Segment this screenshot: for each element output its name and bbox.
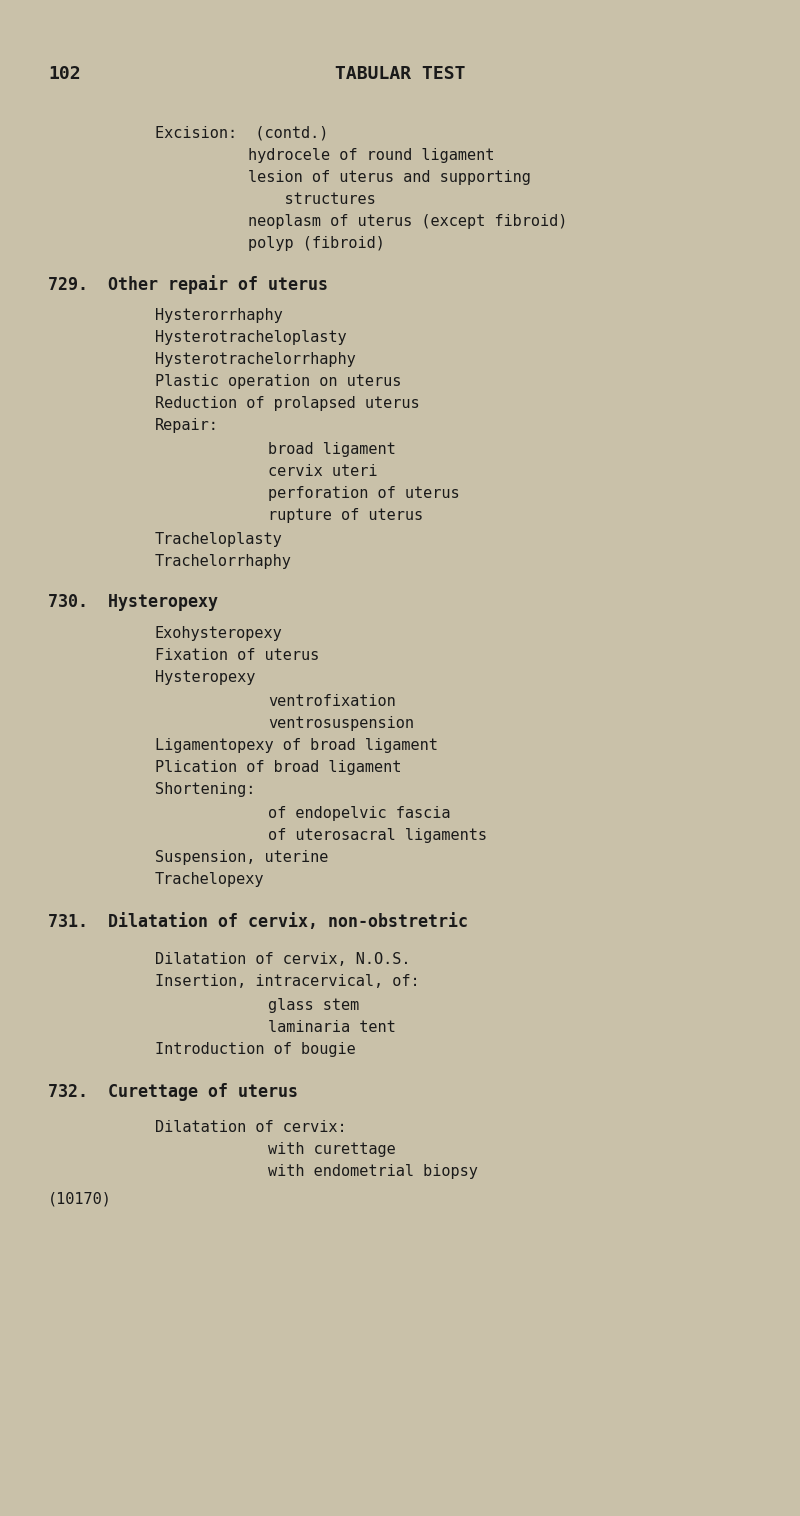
Text: 732.  Curettage of uterus: 732. Curettage of uterus <box>48 1082 298 1101</box>
Text: cervix uteri: cervix uteri <box>268 464 378 479</box>
Text: Trachelopexy: Trachelopexy <box>155 872 265 887</box>
Text: ventrofixation: ventrofixation <box>268 694 396 709</box>
Text: Hysterorrhaphy: Hysterorrhaphy <box>155 308 282 323</box>
Text: Plastic operation on uterus: Plastic operation on uterus <box>155 374 402 390</box>
Text: lesion of uterus and supporting: lesion of uterus and supporting <box>248 170 531 185</box>
Text: Introduction of bougie: Introduction of bougie <box>155 1041 356 1057</box>
Text: 102: 102 <box>48 65 81 83</box>
Text: structures: structures <box>248 193 376 208</box>
Text: Reduction of prolapsed uterus: Reduction of prolapsed uterus <box>155 396 420 411</box>
Text: Excision:  (contd.): Excision: (contd.) <box>155 124 328 139</box>
Text: Trachelorrhaphy: Trachelorrhaphy <box>155 553 292 568</box>
Text: Shortening:: Shortening: <box>155 782 255 797</box>
Text: ventrosuspension: ventrosuspension <box>268 716 414 731</box>
Text: Exohysteropexy: Exohysteropexy <box>155 626 282 641</box>
Text: hydrocele of round ligament: hydrocele of round ligament <box>248 149 494 164</box>
Text: Hysteropexy: Hysteropexy <box>155 670 255 685</box>
Text: 731.  Dilatation of cervix, non-obstretric: 731. Dilatation of cervix, non-obstretri… <box>48 913 468 931</box>
Text: rupture of uterus: rupture of uterus <box>268 508 423 523</box>
Text: TABULAR TEST: TABULAR TEST <box>334 65 466 83</box>
Text: 730.  Hysteropexy: 730. Hysteropexy <box>48 593 218 611</box>
Text: Dilatation of cervix:: Dilatation of cervix: <box>155 1120 346 1135</box>
Text: Repair:: Repair: <box>155 418 219 434</box>
Text: Suspension, uterine: Suspension, uterine <box>155 850 328 866</box>
Text: with endometrial biopsy: with endometrial biopsy <box>268 1164 478 1179</box>
Text: Dilatation of cervix, N.O.S.: Dilatation of cervix, N.O.S. <box>155 952 410 967</box>
Text: Fixation of uterus: Fixation of uterus <box>155 647 319 662</box>
Text: Tracheloplasty: Tracheloplasty <box>155 532 282 547</box>
Text: Hysterotrachelorrhaphy: Hysterotrachelorrhaphy <box>155 352 356 367</box>
Text: neoplasm of uterus (except fibroid): neoplasm of uterus (except fibroid) <box>248 214 567 229</box>
Text: (10170): (10170) <box>48 1192 112 1207</box>
Text: Ligamentopexy of broad ligament: Ligamentopexy of broad ligament <box>155 738 438 753</box>
Text: laminaria tent: laminaria tent <box>268 1020 396 1035</box>
Text: Insertion, intracervical, of:: Insertion, intracervical, of: <box>155 973 420 988</box>
Text: perforation of uterus: perforation of uterus <box>268 487 460 500</box>
Text: broad ligament: broad ligament <box>268 443 396 456</box>
Text: with curettage: with curettage <box>268 1142 396 1157</box>
Text: 729.  Other repair of uterus: 729. Other repair of uterus <box>48 274 328 294</box>
Text: of uterosacral ligaments: of uterosacral ligaments <box>268 828 487 843</box>
Text: glass stem: glass stem <box>268 998 359 1013</box>
Text: of endopelvic fascia: of endopelvic fascia <box>268 807 450 822</box>
Text: Plication of broad ligament: Plication of broad ligament <box>155 760 402 775</box>
Text: Hysterotracheloplasty: Hysterotracheloplasty <box>155 330 346 346</box>
Text: polyp (fibroid): polyp (fibroid) <box>248 236 385 252</box>
